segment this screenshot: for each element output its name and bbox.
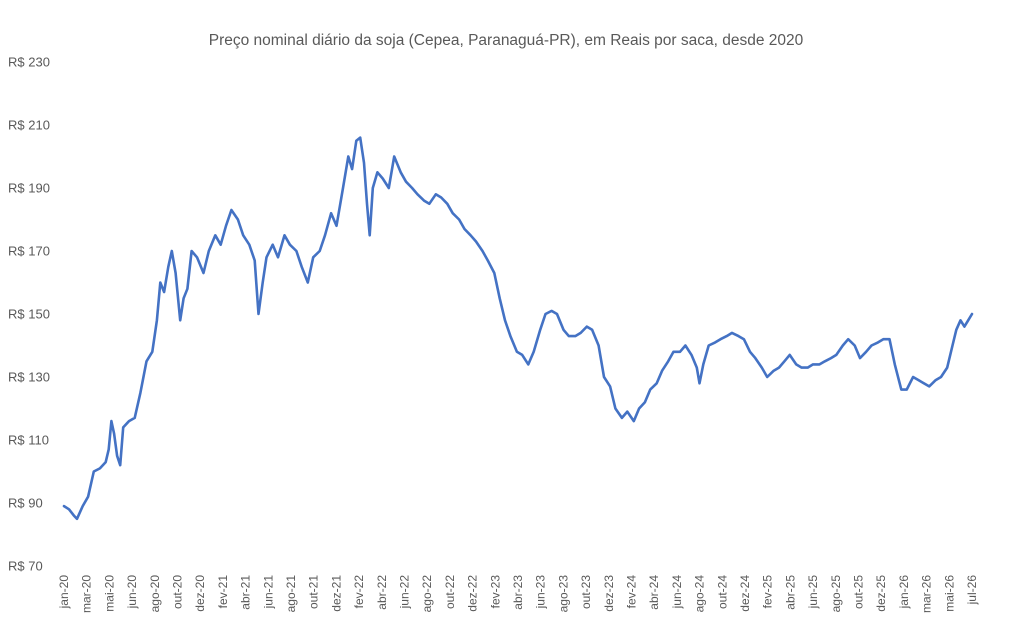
x-tick-label: abr-25 bbox=[783, 575, 797, 610]
y-tick-label: R$ 150 bbox=[8, 307, 50, 322]
x-tick-label: jun-20 bbox=[125, 575, 139, 610]
x-tick-label: fev-23 bbox=[488, 575, 502, 609]
x-tick-label: ago-22 bbox=[420, 575, 434, 613]
x-tick-label: jun-21 bbox=[261, 575, 275, 610]
x-tick-label: out-21 bbox=[307, 575, 321, 609]
x-tick-label: fev-22 bbox=[352, 575, 366, 609]
x-tick-label: abr-22 bbox=[375, 575, 389, 610]
x-tick-label: dez-21 bbox=[329, 575, 343, 612]
x-tick-label: jun-23 bbox=[534, 575, 548, 610]
x-tick-label: out-25 bbox=[852, 575, 866, 609]
x-tick-label: dez-25 bbox=[874, 575, 888, 612]
x-tick-label: abr-23 bbox=[511, 575, 525, 610]
x-tick-label: out-22 bbox=[443, 575, 457, 609]
x-tick-label: abr-24 bbox=[647, 575, 661, 610]
y-tick-label: R$ 190 bbox=[8, 181, 50, 196]
x-tick-label: dez-24 bbox=[738, 575, 752, 612]
x-tick-label: out-20 bbox=[171, 575, 185, 609]
x-tick-label: jun-22 bbox=[398, 575, 412, 610]
x-tick-label: ago-24 bbox=[693, 575, 707, 613]
x-tick-label: ago-20 bbox=[148, 575, 162, 613]
x-tick-label: mar-20 bbox=[80, 575, 94, 613]
x-tick-label: out-24 bbox=[715, 575, 729, 609]
x-tick-label: dez-23 bbox=[602, 575, 616, 612]
y-tick-label: R$ 130 bbox=[8, 370, 50, 385]
x-tick-label: mai-26 bbox=[942, 575, 956, 612]
chart-title: Preço nominal diário da soja (Cepea, Par… bbox=[209, 32, 804, 49]
x-tick-label: abr-21 bbox=[239, 575, 253, 610]
x-tick-label: dez-20 bbox=[193, 575, 207, 612]
x-tick-label: out-23 bbox=[579, 575, 593, 609]
x-tick-label: jan-20 bbox=[57, 575, 71, 610]
x-tick-label: fev-21 bbox=[216, 575, 230, 609]
y-tick-label: R$ 170 bbox=[8, 244, 50, 259]
x-tick-label: jun-25 bbox=[806, 575, 820, 610]
price-series-line bbox=[62, 136, 974, 521]
y-axis: R$ 70 R$ 90 R$ 110 R$ 130 R$ 150 R$ 170 R$ 190… bbox=[8, 55, 50, 574]
x-tick-label: fev-24 bbox=[625, 575, 639, 609]
plot-area bbox=[62, 136, 974, 521]
x-tick-label: jun-24 bbox=[670, 575, 684, 610]
x-tick-label: jan-26 bbox=[897, 575, 911, 610]
x-tick-label: jul-26 bbox=[965, 575, 979, 606]
x-tick-label: mar-26 bbox=[920, 575, 934, 613]
x-tick-label: mai-20 bbox=[102, 575, 116, 612]
x-tick-label: ago-23 bbox=[556, 575, 570, 613]
x-tick-label: dez-22 bbox=[466, 575, 480, 612]
x-tick-label: ago-25 bbox=[829, 575, 843, 613]
y-tick-label: R$ 90 bbox=[8, 496, 43, 511]
y-tick-label: R$ 70 bbox=[8, 559, 43, 574]
y-tick-label: R$ 210 bbox=[8, 118, 50, 133]
x-axis: jan-20 mar-20 mai-20 jun-20 ago-20 out-20 dez-… bbox=[57, 575, 979, 613]
x-tick-label: fev-25 bbox=[761, 575, 775, 609]
y-tick-label: R$ 110 bbox=[8, 433, 49, 448]
x-tick-label: ago-21 bbox=[284, 575, 298, 613]
y-tick-label: R$ 230 bbox=[8, 55, 50, 70]
